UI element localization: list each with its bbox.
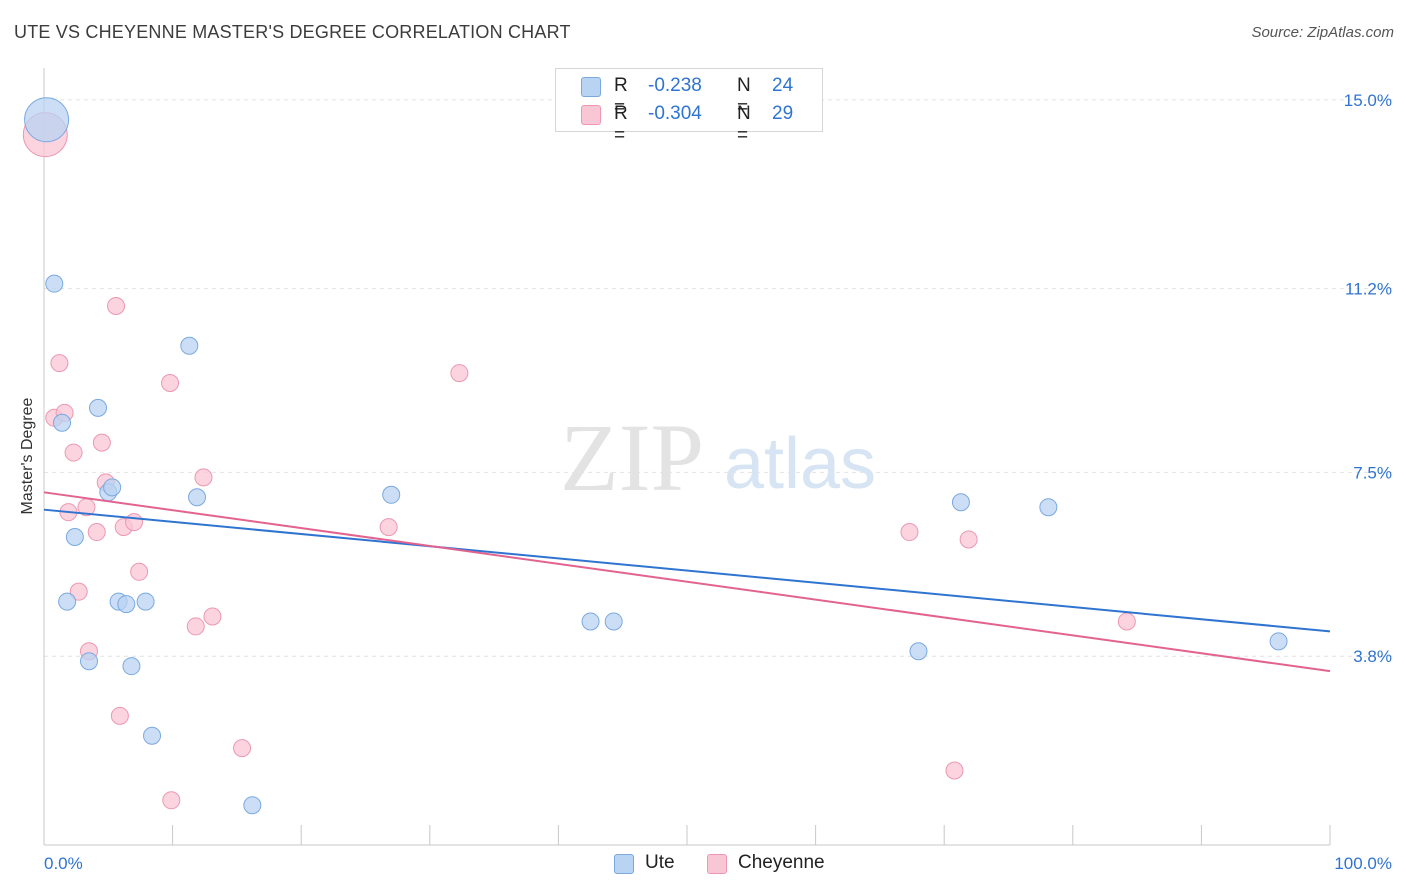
cheyenne-point xyxy=(959,530,978,549)
ute-point xyxy=(909,642,928,661)
ute-swatch xyxy=(581,77,601,97)
watermark-zip: ZIP xyxy=(560,404,704,511)
ute-legend-swatch xyxy=(614,854,634,874)
cheyenne-point xyxy=(161,374,180,393)
ute-point xyxy=(180,336,199,355)
ute-point xyxy=(65,528,84,547)
ute-point xyxy=(117,595,136,614)
cheyenne-point xyxy=(450,364,469,383)
ute-point xyxy=(58,592,77,611)
cheyenne-legend-swatch xyxy=(707,854,727,874)
ute-point xyxy=(951,493,970,512)
axes xyxy=(43,68,1331,846)
legend-r-value: -0.238 xyxy=(648,75,702,96)
ute-point xyxy=(122,657,141,676)
legend-n-value: 29 xyxy=(772,103,794,124)
cheyenne-point xyxy=(50,354,69,373)
cheyenne-point xyxy=(379,518,398,537)
ute-point xyxy=(243,796,262,815)
cheyenne-point xyxy=(233,739,252,758)
correlation-legend: R = -0.238 N = 24 R = -0.304 N = 29 xyxy=(555,68,823,146)
cheyenne-point xyxy=(64,443,83,462)
grid-lines xyxy=(44,99,1392,657)
cheyenne-point xyxy=(945,761,964,780)
cheyenne-point xyxy=(107,297,126,316)
ute-trend-line xyxy=(43,508,1331,633)
cheyenne-trend-line xyxy=(43,491,1331,673)
legend-n-label: N = xyxy=(737,75,751,118)
ute-point xyxy=(45,274,64,293)
cheyenne-legend-label: Cheyenne xyxy=(738,852,825,873)
x-tick-label: 100.0% xyxy=(1334,854,1392,873)
tick-labels: 3.8% 7.5% 11.2% 15.0% 0.0% 100.0% xyxy=(44,91,1392,873)
ute-point xyxy=(24,97,70,143)
legend-r-label: R = xyxy=(614,103,628,146)
legend-n-value: 24 xyxy=(772,75,794,96)
cheyenne-point xyxy=(110,706,129,725)
ute-point xyxy=(1039,498,1058,517)
cheyenne-point xyxy=(92,433,111,452)
cheyenne-point xyxy=(194,468,213,487)
y-tick-label: 11.2% xyxy=(1345,280,1392,299)
ute-point xyxy=(604,612,623,631)
watermark-atlas: atlas xyxy=(724,424,876,504)
ute-point xyxy=(188,488,207,507)
ute-legend-label: Ute xyxy=(645,852,675,873)
trend-lines xyxy=(43,491,1331,673)
cheyenne-point xyxy=(87,523,106,542)
ute-point xyxy=(581,612,600,631)
legend-r-label: R = xyxy=(614,75,628,118)
legend-r-value: -0.304 xyxy=(648,103,702,124)
cheyenne-point xyxy=(130,562,149,581)
ute-point xyxy=(89,398,108,417)
ute-points xyxy=(24,97,1288,815)
x-tick-label: 0.0% xyxy=(44,854,83,873)
legend-n-label: N = xyxy=(737,103,751,146)
ute-point xyxy=(382,485,401,504)
ute-point xyxy=(143,726,162,745)
cheyenne-point xyxy=(69,582,88,601)
chart-title: UTE VS CHEYENNE MASTER'S DEGREE CORRELAT… xyxy=(14,22,571,42)
ute-point xyxy=(136,592,155,611)
cheyenne-point xyxy=(203,607,222,626)
ute-point xyxy=(1269,632,1288,651)
cheyenne-point xyxy=(125,513,144,532)
y-tick-label: 15.0% xyxy=(1344,91,1392,110)
cheyenne-point xyxy=(1117,612,1136,631)
y-tick-label: 3.8% xyxy=(1353,647,1392,666)
y-tick-label: 7.5% xyxy=(1353,463,1392,482)
source-label: Source: ZipAtlas.com xyxy=(1251,24,1394,41)
cheyenne-point xyxy=(186,617,205,636)
ute-point xyxy=(53,413,72,432)
ute-point xyxy=(80,652,99,671)
ute-point xyxy=(103,478,122,497)
cheyenne-point xyxy=(162,791,181,810)
cheyenne-point xyxy=(900,523,919,542)
cheyenne-swatch xyxy=(581,105,601,125)
